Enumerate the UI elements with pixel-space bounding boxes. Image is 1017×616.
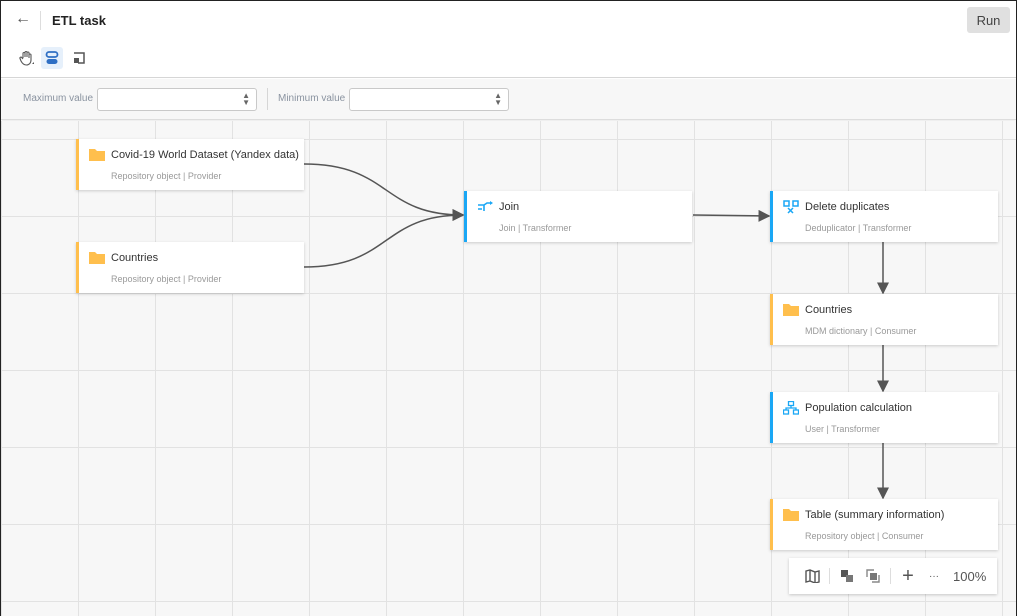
node-subtitle: MDM dictionary | Consumer [805, 326, 917, 336]
more-icon: ··· [929, 570, 939, 582]
edge [303, 209, 465, 268]
run-button[interactable]: Run [967, 7, 1010, 33]
node-covid-dataset[interactable]: Covid-19 World Dataset (Yandex data) Rep… [76, 139, 304, 190]
node-title: Join [499, 201, 520, 213]
zoom-in-button[interactable]: + [895, 565, 921, 587]
node-population-calculation[interactable]: Population calculation User | Transforme… [770, 392, 998, 443]
frame-icon [74, 52, 85, 64]
node-subtitle: Join | Transformer [499, 223, 572, 233]
bring-forward-icon [841, 570, 853, 582]
divider [890, 568, 891, 584]
node-title: Table (summary information) [805, 509, 945, 521]
spinner-icon: ▲ ▼ [494, 91, 502, 107]
node-countries-consumer[interactable]: Countries MDM dictionary | Consumer [770, 294, 998, 345]
minimap-button[interactable] [799, 565, 825, 587]
send-backward-button[interactable] [860, 565, 886, 587]
hand-icon [19, 50, 34, 66]
node-title: Covid-19 World Dataset (Yandex data) [111, 149, 299, 161]
node-summary-table[interactable]: Table (summary information) Repository o… [770, 499, 998, 550]
back-arrow-icon[interactable]: ← [15, 10, 31, 27]
connections [303, 163, 889, 500]
zoom-level: 100% [953, 568, 987, 584]
node-title: Countries [111, 252, 159, 264]
folder-icon [89, 149, 105, 161]
node-subtitle: Repository object | Provider [111, 171, 222, 181]
header: ← ETL task Run [1, 1, 1016, 78]
min-value-select[interactable]: ▲ ▼ [349, 88, 509, 111]
hand-tool-button[interactable] [15, 47, 37, 69]
edge [692, 209, 771, 222]
node-subtitle: Deduplicator | Transformer [805, 223, 912, 233]
spinner-icon: ▲ ▼ [242, 91, 250, 107]
etl-canvas[interactable]: Covid-19 World Dataset (Yandex data) Rep… [1, 121, 1016, 616]
frame-tool-button[interactable] [68, 47, 90, 69]
join-icon [478, 201, 493, 211]
zoom-panel: + ··· 100% [789, 558, 997, 594]
map-icon [804, 569, 820, 583]
folder-icon [783, 509, 799, 521]
divider [267, 88, 268, 110]
node-title: Population calculation [805, 402, 913, 414]
filter-bar: Maximum value ▲ ▼ Minimum value ▲ ▼ [1, 79, 1016, 120]
max-value-select[interactable]: ▲ ▼ [97, 88, 257, 111]
node-delete-duplicates[interactable]: Delete duplicates Deduplicator | Transfo… [770, 191, 998, 242]
node-subtitle: Repository object | Provider [111, 274, 222, 284]
node-title: Countries [805, 304, 853, 316]
node-title: Delete duplicates [805, 201, 890, 213]
node-countries-provider[interactable]: Countries Repository object | Provider [76, 242, 304, 293]
nodes-tool-button[interactable] [41, 47, 63, 69]
min-value-label: Minimum value [278, 93, 346, 104]
send-backward-icon [866, 569, 880, 583]
node-subtitle: Repository object | Consumer [805, 531, 924, 541]
divider [40, 11, 41, 30]
bring-forward-button[interactable] [834, 565, 860, 587]
nodes-icon [45, 51, 59, 64]
plus-icon: + [902, 564, 914, 587]
divider [829, 568, 830, 584]
edge [303, 163, 465, 221]
folder-icon [783, 304, 799, 316]
zoom-out-button[interactable]: ··· [921, 565, 947, 587]
hierarchy-icon [783, 401, 799, 415]
page-title: ETL task [52, 13, 106, 28]
deduplicate-icon [783, 200, 799, 214]
max-value-label: Maximum value [23, 93, 94, 104]
node-join[interactable]: Join Join | Transformer [464, 191, 692, 242]
folder-icon [89, 252, 105, 264]
node-subtitle: User | Transformer [805, 424, 880, 434]
